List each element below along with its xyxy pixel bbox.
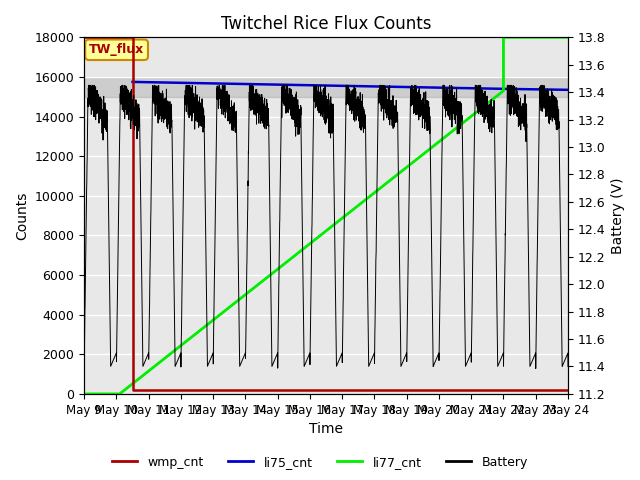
- Bar: [84, 77, 568, 97]
- Legend: wmp_cnt, li75_cnt, li77_cnt, Battery: wmp_cnt, li75_cnt, li77_cnt, Battery: [107, 451, 533, 474]
- Y-axis label: Battery (V): Battery (V): [611, 178, 625, 254]
- Y-axis label: Counts: Counts: [15, 192, 29, 240]
- Title: Twitchel Rice Flux Counts: Twitchel Rice Flux Counts: [221, 15, 431, 33]
- Text: TW_flux: TW_flux: [89, 43, 144, 56]
- X-axis label: Time: Time: [309, 422, 343, 436]
